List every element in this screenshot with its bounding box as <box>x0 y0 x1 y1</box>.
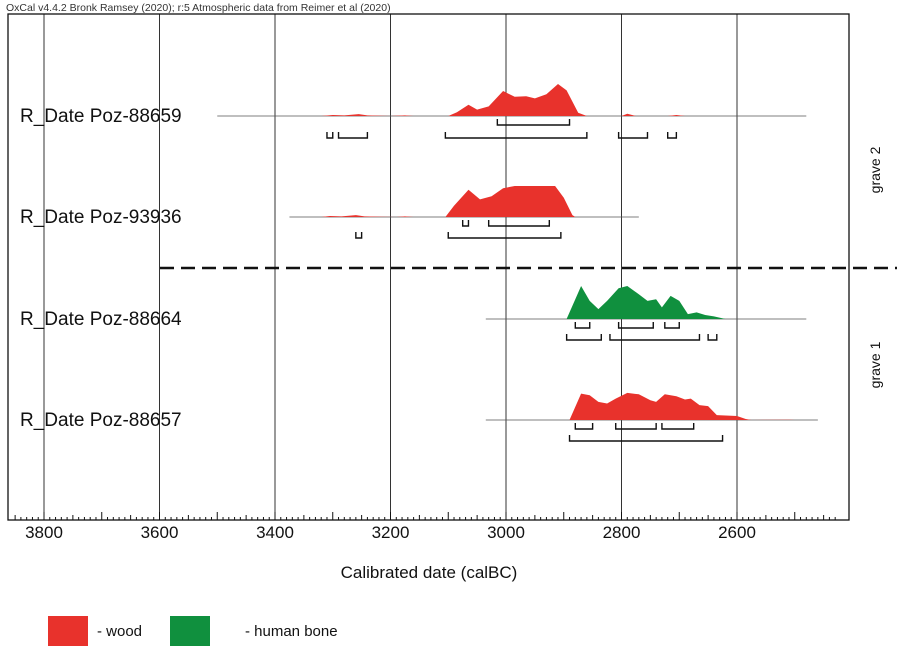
tick-label-3200: 3200 <box>372 523 410 542</box>
range-68-bracket <box>461 220 470 227</box>
range-95-bracket <box>326 132 334 139</box>
range-95-bracket <box>444 132 588 139</box>
range-95-bracket <box>609 334 701 341</box>
density-area <box>321 84 685 116</box>
range-95-bracket <box>447 232 562 239</box>
legend-label-human-bone: - human bone <box>245 623 338 640</box>
range-68-bracket <box>496 119 571 126</box>
range-95-bracket <box>568 435 724 442</box>
x-axis: 3800 3600 3400 3200 3000 2800 2600 <box>14 512 836 542</box>
range-68-bracket <box>617 322 654 329</box>
header-credit: OxCal v4.4.2 Bronk Ramsey (2020); r:5 At… <box>6 2 391 14</box>
range-95-bracket <box>617 132 649 139</box>
x-axis-title: Calibrated date (calBC) <box>341 563 518 582</box>
distributions: R_Date Poz-88659 R_Date Poz-93936 R_Date P… <box>20 84 818 442</box>
range-68-bracket <box>574 322 591 329</box>
legend-label-wood: - wood <box>97 623 142 640</box>
range-68-bracket <box>574 423 594 430</box>
series-1: R_Date Poz-93936 <box>20 186 639 239</box>
range-95-bracket <box>337 132 369 139</box>
density-area <box>569 392 795 420</box>
legend-swatch-wood <box>48 616 88 646</box>
tick-label-2800: 2800 <box>603 523 641 542</box>
density-area <box>321 186 576 217</box>
range-68-bracket <box>661 423 695 430</box>
group-label-grave-2: grave 2 <box>867 146 883 193</box>
series-2: R_Date Poz-88664 <box>20 286 807 341</box>
series-0: R_Date Poz-88659 <box>20 84 807 139</box>
tick-label-2600: 2600 <box>718 523 756 542</box>
range-95-bracket <box>355 232 363 239</box>
tick-label-3000: 3000 <box>487 523 525 542</box>
series-label: R_Date Poz-88664 <box>20 309 182 330</box>
range-95-bracket <box>565 334 602 341</box>
range-95-bracket <box>707 334 718 341</box>
plot-frame <box>7 13 850 521</box>
series-label: R_Date Poz-88657 <box>20 410 182 431</box>
range-68-bracket <box>664 322 680 329</box>
tick-label-3400: 3400 <box>256 523 294 542</box>
series-3: R_Date Poz-88657 <box>20 392 818 442</box>
range-95-bracket <box>667 132 678 139</box>
range-68-bracket <box>615 423 657 430</box>
group-label-grave-1: grave 1 <box>867 341 883 388</box>
series-label: R_Date Poz-88659 <box>20 106 182 127</box>
range-68-bracket <box>487 220 551 227</box>
tick-label-3600: 3600 <box>141 523 179 542</box>
density-area <box>566 286 726 319</box>
tick-label-3800: 3800 <box>25 523 63 542</box>
series-label: R_Date Poz-93936 <box>20 207 182 228</box>
legend-swatch-human-bone <box>170 616 210 646</box>
